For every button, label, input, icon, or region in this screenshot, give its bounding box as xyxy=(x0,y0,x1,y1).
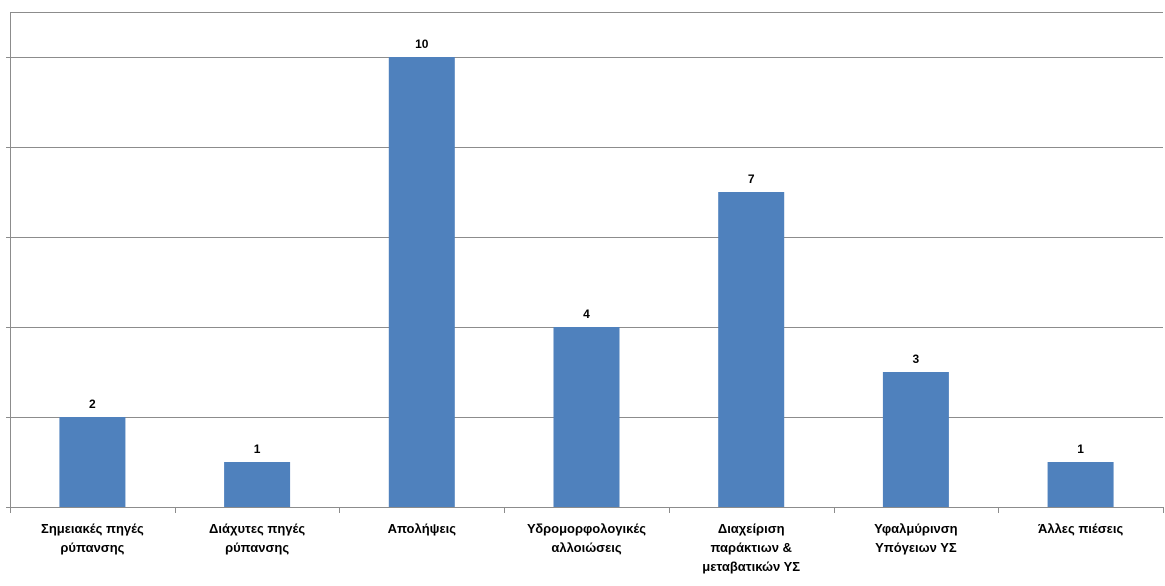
bar xyxy=(553,327,620,507)
data-label: 4 xyxy=(583,307,590,321)
bar xyxy=(224,462,291,507)
bar xyxy=(882,372,949,507)
data-label: 2 xyxy=(89,397,96,411)
data-label: 10 xyxy=(415,37,429,51)
data-labels: 2 1 10 4 7 3 1 xyxy=(89,37,1084,456)
category-label: Άλλες πιέσεις xyxy=(1038,521,1123,536)
category-label: Διαχείριση παράκτιων & μεταβατικών ΥΣ xyxy=(702,521,800,574)
data-label: 3 xyxy=(913,352,920,366)
bar xyxy=(59,417,126,507)
category-label: Διάχυτες πηγές ρύπανσης xyxy=(209,521,305,555)
bar xyxy=(388,57,455,507)
bar xyxy=(1047,462,1114,507)
category-label: Υδρομορφολογικές αλλοιώσεις xyxy=(527,521,646,555)
bars xyxy=(59,57,1114,507)
gridlines xyxy=(10,12,1163,418)
axes xyxy=(6,12,1164,513)
category-labels: Σημειακές πηγές ρύπανσης Διάχυτες πηγές ρύπ… xyxy=(41,521,1123,574)
data-label: 1 xyxy=(254,442,261,456)
category-label: Απολήψεις xyxy=(388,521,457,536)
data-label: 1 xyxy=(1077,442,1084,456)
bar xyxy=(718,192,785,507)
category-label: Σημειακές πηγές ρύπανσης xyxy=(41,521,144,555)
data-label: 7 xyxy=(748,172,755,186)
category-label: Υφαλμύρινση Υπόγειων ΥΣ xyxy=(874,521,958,555)
